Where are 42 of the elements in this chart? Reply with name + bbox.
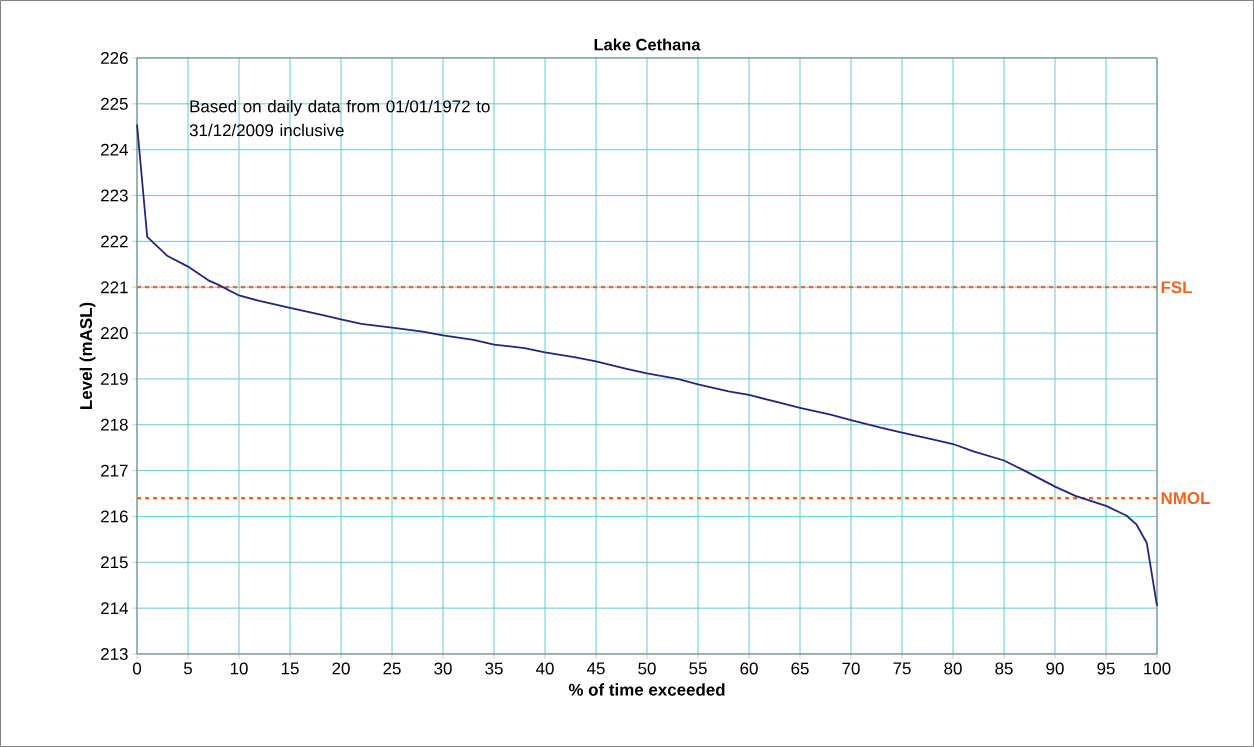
x-tick-label: 30 (434, 662, 452, 675)
x-tick-label: 65 (791, 662, 809, 675)
y-tick-label: 224 (101, 143, 128, 156)
y-tick-label: 215 (101, 556, 128, 569)
x-tick-label: 70 (842, 662, 860, 675)
x-tick-label: 95 (1097, 662, 1115, 675)
y-tick-label: 214 (101, 602, 128, 615)
x-tick-label: 5 (183, 662, 192, 675)
y-tick-label: 221 (101, 281, 128, 294)
x-tick-label: 25 (383, 662, 401, 675)
x-tick-label: 50 (638, 662, 656, 675)
x-tick-label: 35 (485, 662, 503, 675)
x-tick-label: 40 (535, 662, 554, 675)
y-tick-label: 216 (101, 510, 128, 523)
ref-line-label: FSL (1161, 281, 1192, 294)
x-tick-label: 55 (689, 662, 707, 675)
annotation: Based on daily data from 01/01/1972 to 31/12/2009 inclusive (189, 99, 490, 137)
y-tick-label: 218 (101, 418, 128, 431)
y-tick-label: 220 (101, 327, 128, 340)
y-tick-label: 213 (101, 647, 128, 660)
y-axis-title: Level (mASL) (79, 302, 96, 409)
x-tick-label: 80 (944, 662, 962, 675)
y-tick-label: 222 (101, 235, 128, 248)
y-tick-label: 217 (101, 464, 128, 477)
y-tick-label: 219 (101, 372, 128, 385)
x-tick-label: 15 (281, 662, 299, 675)
ref-line-label: NMOL (1161, 492, 1210, 505)
x-axis-title: % of time exceeded (568, 683, 725, 696)
y-tick-label: 226 (101, 51, 128, 64)
x-tick-label: 100 (1144, 662, 1171, 675)
x-tick-label: 10 (230, 662, 248, 675)
y-tick-label: 223 (101, 189, 128, 202)
line-series (136, 123, 1158, 607)
x-tick-label: 90 (1046, 662, 1064, 675)
x-tick-label: 60 (740, 662, 758, 675)
x-tick-label: 0 (132, 662, 142, 675)
x-tick-label: 85 (995, 662, 1013, 675)
x-tick-label: 20 (332, 662, 350, 675)
x-tick-label: 75 (893, 662, 911, 675)
y-tick-label: 225 (101, 97, 128, 110)
chart-title: Lake Cethana (594, 38, 701, 51)
x-tick-label: 45 (586, 662, 605, 675)
